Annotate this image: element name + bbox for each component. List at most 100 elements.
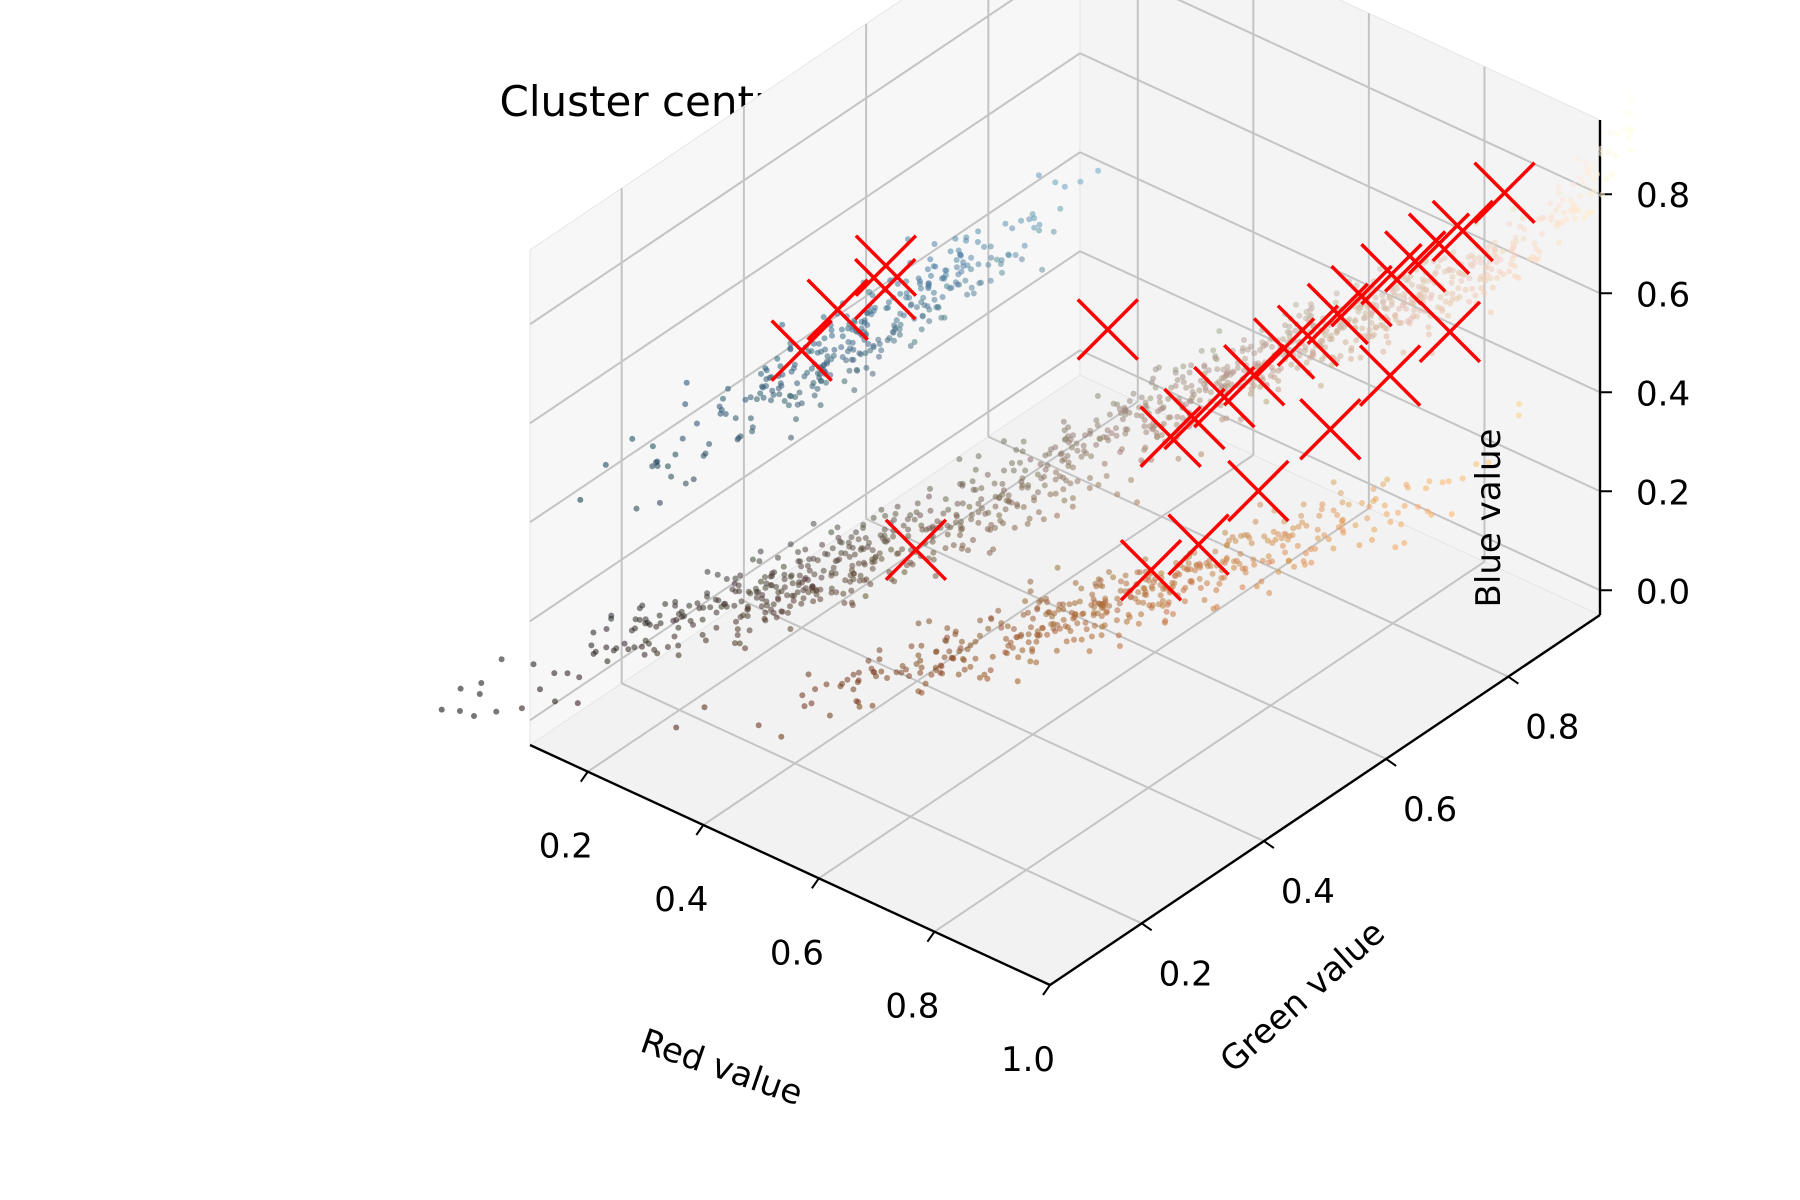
colour-point bbox=[907, 343, 914, 349]
colour-point bbox=[1396, 305, 1402, 312]
colour-point bbox=[1197, 585, 1204, 591]
colour-point bbox=[790, 597, 797, 604]
colour-point bbox=[808, 700, 815, 707]
colour-point bbox=[1318, 506, 1325, 513]
colour-point bbox=[1348, 345, 1355, 351]
colour-point bbox=[1299, 519, 1306, 526]
colour-point bbox=[1054, 512, 1061, 519]
colour-point bbox=[850, 686, 857, 693]
colour-point bbox=[725, 385, 731, 392]
colour-point bbox=[927, 485, 933, 492]
colour-point bbox=[1605, 149, 1612, 155]
y-tick-label: 0.6 bbox=[1403, 790, 1457, 830]
colour-point bbox=[933, 304, 940, 311]
colour-point bbox=[911, 516, 918, 523]
colour-point bbox=[706, 441, 713, 447]
colour-point bbox=[1242, 355, 1248, 362]
colour-point bbox=[1083, 626, 1090, 633]
colour-point bbox=[1623, 111, 1630, 118]
colour-point bbox=[1531, 240, 1538, 247]
colour-point bbox=[985, 261, 992, 268]
colour-point bbox=[963, 237, 969, 244]
colour-point bbox=[1196, 560, 1203, 567]
colour-point bbox=[649, 463, 656, 470]
colour-point bbox=[799, 579, 805, 586]
colour-point bbox=[1445, 478, 1452, 485]
colour-point bbox=[642, 616, 649, 623]
colour-point bbox=[1116, 643, 1123, 649]
colour-point bbox=[918, 285, 924, 292]
colour-point bbox=[869, 559, 876, 566]
colour-point bbox=[1321, 532, 1328, 539]
colour-point bbox=[1425, 331, 1432, 338]
colour-point bbox=[738, 598, 745, 605]
colour-point bbox=[1097, 577, 1104, 584]
colour-point bbox=[760, 394, 767, 401]
colour-point bbox=[869, 565, 876, 572]
colour-point bbox=[1445, 312, 1452, 319]
colour-point bbox=[1060, 474, 1067, 481]
colour-point bbox=[1106, 569, 1112, 575]
colour-point bbox=[530, 661, 537, 668]
colour-point bbox=[1559, 196, 1566, 203]
colour-point bbox=[919, 313, 926, 320]
colour-point bbox=[1158, 570, 1165, 577]
colour-point bbox=[1298, 512, 1305, 519]
colour-point bbox=[1248, 343, 1255, 350]
colour-point bbox=[1322, 344, 1329, 351]
colour-point bbox=[1157, 592, 1164, 599]
colour-point bbox=[670, 617, 677, 624]
x-tick-label: 0.8 bbox=[885, 987, 939, 1027]
colour-point bbox=[1282, 549, 1289, 556]
colour-point bbox=[1208, 389, 1214, 396]
colour-point bbox=[976, 280, 983, 287]
colour-point bbox=[1261, 533, 1268, 540]
colour-point bbox=[800, 587, 807, 594]
colour-point bbox=[1627, 110, 1634, 117]
colour-point bbox=[1033, 659, 1040, 666]
colour-point bbox=[796, 389, 803, 396]
colour-point bbox=[731, 580, 738, 587]
y-tick-mark bbox=[1263, 840, 1275, 849]
colour-point bbox=[1337, 490, 1344, 496]
colour-point bbox=[975, 228, 982, 235]
colour-point bbox=[884, 537, 891, 544]
colour-point bbox=[1095, 167, 1102, 174]
colour-point bbox=[944, 634, 951, 641]
colour-point bbox=[1506, 220, 1513, 227]
colour-point bbox=[737, 614, 744, 620]
colour-point bbox=[1068, 609, 1075, 616]
colour-point bbox=[1314, 526, 1321, 533]
colour-point bbox=[813, 587, 820, 594]
colour-point bbox=[1332, 299, 1339, 306]
colour-point bbox=[1481, 289, 1488, 296]
colour-point bbox=[1598, 150, 1605, 157]
colour-point bbox=[1308, 559, 1315, 566]
colour-point bbox=[1627, 146, 1634, 153]
z-tick-label: 0.6 bbox=[1636, 275, 1690, 315]
colour-point bbox=[1037, 461, 1044, 468]
colour-point bbox=[770, 601, 777, 608]
colour-point bbox=[911, 339, 918, 345]
colour-point bbox=[1069, 495, 1076, 502]
colour-point bbox=[702, 637, 709, 644]
colour-point bbox=[1403, 481, 1410, 488]
colour-point bbox=[1403, 305, 1410, 312]
colour-point bbox=[917, 512, 924, 519]
colour-point bbox=[775, 554, 781, 561]
colour-point bbox=[968, 516, 975, 523]
colour-point bbox=[621, 640, 628, 647]
colour-point bbox=[848, 534, 855, 541]
colour-point bbox=[1339, 526, 1346, 533]
centroid-marker bbox=[1222, 344, 1286, 407]
centroid-stroke bbox=[853, 257, 917, 321]
colour-point bbox=[1114, 491, 1121, 498]
colour-point bbox=[732, 588, 739, 595]
colour-point bbox=[908, 643, 915, 650]
colour-point bbox=[801, 703, 808, 710]
colour-point bbox=[1078, 585, 1085, 592]
colour-point bbox=[646, 621, 653, 628]
colour-point bbox=[922, 680, 929, 687]
colour-point bbox=[926, 618, 933, 625]
y-tick-mark bbox=[1507, 675, 1519, 685]
